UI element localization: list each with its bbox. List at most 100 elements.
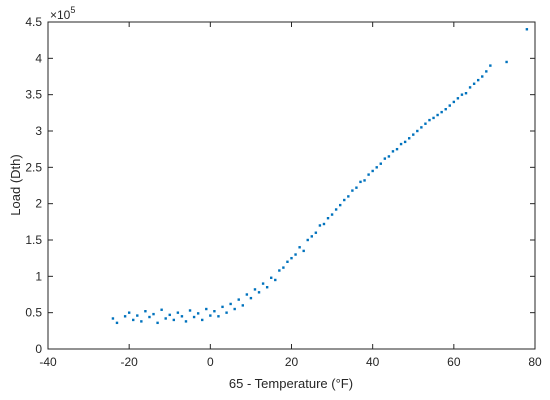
data-point bbox=[180, 315, 184, 318]
data-point bbox=[367, 173, 370, 176]
y-tick-label: 0.5 bbox=[25, 306, 42, 320]
data-point bbox=[334, 208, 338, 211]
data-point bbox=[448, 104, 451, 107]
data-point bbox=[229, 302, 232, 306]
y-tick-label: 3 bbox=[35, 124, 42, 138]
x-tick-label: -20 bbox=[120, 355, 138, 369]
data-point bbox=[468, 86, 472, 89]
data-point bbox=[440, 110, 443, 114]
data-point bbox=[347, 195, 350, 198]
data-point bbox=[261, 282, 265, 285]
data-point bbox=[424, 122, 427, 125]
data-point bbox=[205, 307, 208, 311]
data-point bbox=[412, 133, 415, 136]
data-point bbox=[399, 142, 403, 146]
data-point bbox=[339, 203, 342, 207]
data-point bbox=[237, 298, 240, 301]
data-point bbox=[476, 78, 480, 82]
data-point bbox=[213, 310, 216, 313]
y-tick-label: 4 bbox=[35, 51, 42, 65]
data-point bbox=[294, 253, 297, 256]
data-point bbox=[383, 157, 387, 160]
y-tick-label: 1.5 bbox=[25, 233, 42, 247]
data-point bbox=[249, 296, 253, 300]
data-point bbox=[326, 217, 330, 220]
data-point bbox=[371, 169, 374, 173]
data-point bbox=[343, 198, 346, 202]
data-point bbox=[156, 321, 159, 325]
x-axis: -40 -20 0 20 40 60 80 bbox=[39, 22, 542, 369]
data-point bbox=[160, 308, 163, 311]
data-point bbox=[270, 276, 273, 279]
y-axis: 0 0.5 1 1.5 2 2.5 3 3.5 4 4.5 bbox=[25, 15, 535, 356]
data-point bbox=[111, 317, 115, 320]
data-point bbox=[290, 256, 293, 260]
data-point bbox=[505, 60, 508, 64]
data-point bbox=[172, 318, 176, 322]
data-point bbox=[201, 318, 204, 322]
data-point bbox=[245, 293, 249, 296]
data-point bbox=[152, 312, 155, 316]
data-point bbox=[330, 213, 334, 216]
data-point bbox=[184, 320, 188, 323]
data-point bbox=[115, 321, 119, 325]
x-tick-label: -40 bbox=[39, 355, 57, 369]
y-tick-label: 0 bbox=[35, 342, 42, 356]
data-point bbox=[472, 82, 476, 85]
data-point bbox=[359, 180, 362, 184]
y-axis-exponent: ×105 bbox=[50, 5, 75, 22]
y-tick-label: 1 bbox=[35, 269, 42, 283]
data-point bbox=[436, 113, 439, 117]
y-tick-label: 2 bbox=[35, 197, 42, 211]
data-point bbox=[489, 64, 492, 67]
data-point bbox=[298, 246, 301, 249]
data-point bbox=[485, 70, 488, 73]
data-point bbox=[314, 231, 318, 234]
data-point bbox=[420, 126, 423, 129]
data-point bbox=[196, 312, 200, 315]
data-point bbox=[525, 28, 529, 31]
data-point bbox=[481, 75, 484, 78]
data-point bbox=[282, 266, 285, 269]
points-layer bbox=[111, 28, 529, 325]
data-point bbox=[391, 150, 395, 153]
data-point bbox=[136, 314, 139, 317]
data-point bbox=[432, 116, 435, 120]
data-point bbox=[452, 100, 456, 104]
data-point bbox=[416, 129, 419, 133]
data-point bbox=[144, 310, 147, 313]
data-point bbox=[265, 286, 269, 289]
data-point bbox=[233, 307, 236, 311]
data-point bbox=[286, 260, 289, 263]
data-point bbox=[387, 155, 391, 158]
data-point bbox=[379, 162, 382, 165]
data-point bbox=[140, 320, 143, 323]
data-point bbox=[395, 147, 399, 151]
x-tick-label: 80 bbox=[528, 355, 542, 369]
data-point bbox=[127, 311, 131, 314]
data-point bbox=[148, 315, 151, 319]
x-tick-label: 60 bbox=[447, 355, 461, 369]
data-point bbox=[322, 222, 326, 226]
data-point bbox=[403, 140, 407, 144]
data-point bbox=[221, 305, 224, 309]
data-point bbox=[375, 166, 378, 169]
data-point bbox=[209, 314, 212, 317]
data-point bbox=[444, 108, 447, 111]
data-point bbox=[278, 269, 281, 272]
y-tick-label: 2.5 bbox=[25, 160, 42, 174]
y-tick-label: 4.5 bbox=[25, 15, 42, 29]
x-tick-label: 20 bbox=[285, 355, 299, 369]
data-point bbox=[217, 315, 220, 318]
x-tick-label: 40 bbox=[366, 355, 380, 369]
data-point bbox=[132, 318, 135, 322]
data-point bbox=[363, 179, 366, 182]
y-axis-title: Load (Dth) bbox=[8, 154, 23, 215]
data-point bbox=[318, 224, 322, 227]
data-point bbox=[192, 315, 196, 319]
data-point bbox=[274, 278, 277, 282]
data-point bbox=[257, 291, 261, 294]
data-point bbox=[407, 137, 411, 140]
